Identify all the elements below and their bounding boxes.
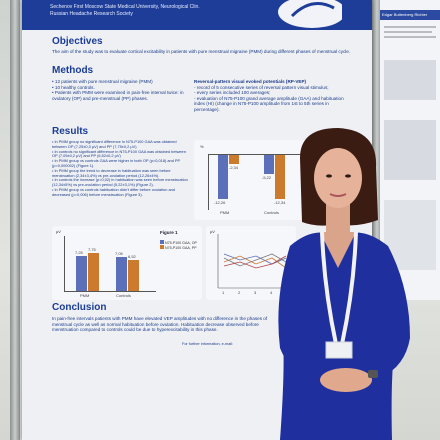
rpvep-title: Reversal-pattern visual evoked potential…	[194, 79, 307, 84]
figure-1-legend: N75-P100 GAA, OP N75-P100 GAA, PP	[160, 240, 200, 251]
rpvep-block: Reversal-pattern visual evoked potential…	[194, 79, 344, 113]
conclusion-text: In pain-free intervals patients with PMM…	[52, 316, 268, 333]
figure-2-bar-controls-op	[264, 155, 274, 174]
methods-list: • 12 patients with pure menstrual migrai…	[52, 79, 184, 101]
figure-3-tick: 2	[238, 290, 241, 295]
rpvep-item: - record of 5 consecutive series of reve…	[194, 84, 329, 90]
figure-3-tick: 4	[270, 290, 273, 295]
rpvep-item: - every series included 100 averages;	[194, 90, 271, 96]
figure-1-value-label: 6,52	[128, 254, 136, 259]
figure-2-panel: % -12,26 -2,34 -5,22 -12,34 PMM Controls	[194, 140, 314, 220]
figure-3-ylabel: µV	[210, 229, 215, 234]
conclusion-heading: Conclusion	[52, 302, 107, 313]
figure-2-value-label: -5,22	[262, 175, 272, 180]
figure-1-y-axis	[64, 236, 65, 291]
objectives-text: The aim of the study was to evaluate cor…	[52, 49, 351, 54]
results-item: • In PMM group the trend to decrease in …	[52, 167, 171, 178]
presenter-person	[278, 128, 410, 440]
figure-1-bar-pmm-op	[76, 256, 87, 291]
figure-1-value-label: 7,05	[115, 251, 123, 256]
figure-2-value-label: -12,34	[274, 200, 286, 205]
poster-footer: For further information, e-mail:	[182, 342, 234, 346]
figure-2-value-label: -12,26	[214, 200, 226, 205]
figure-1-bar-controls-op	[116, 257, 127, 291]
figure-1-group-label: Controls	[116, 293, 131, 298]
figure-1-title: Figure 1	[160, 230, 178, 235]
results-item: • In PMM group vs controls GAA were high…	[52, 158, 181, 168]
figure-3-plot	[217, 234, 292, 289]
figure-3-tick: 1	[222, 290, 225, 295]
results-item: • In PMM group no significant difference…	[52, 139, 177, 149]
figure-2-zero-line	[208, 154, 308, 155]
figure-2-bar-controls-pp	[275, 155, 285, 199]
figure-1-legend-item: N75-P100 GAA, OP	[160, 240, 200, 245]
neighbouring-poster-title: Edgar Buttenberg Richter	[382, 12, 428, 17]
objectives-heading: Objectives	[52, 36, 103, 47]
rpvep-item: - evaluation of N75-P100 grand average a…	[194, 95, 344, 112]
figure-1-bar-controls-pp	[128, 260, 139, 291]
figure-block	[384, 120, 436, 180]
figure-2-ylabel: %	[200, 144, 204, 149]
figure-1-panel: µV Figure 1 7,25 7,75 7,05 6,52 PMM Cont…	[52, 226, 202, 300]
figure-2-group-label: Controls	[264, 210, 279, 215]
poster-header-line: Russian Headache Research Society	[50, 11, 133, 17]
poster-header: Sechenov First Moscow State Medical Univ…	[22, 0, 372, 30]
poster-header-line: Sechenov First Moscow State Medical Univ…	[50, 4, 200, 10]
text-line	[384, 36, 436, 38]
figure-2-bar-pmm-op	[218, 155, 228, 199]
figure-1-group-label: PMM	[80, 293, 90, 298]
figure-1-value-label: 7,75	[88, 247, 96, 252]
figure-3-panel: µV 1 2 3 4 5	[206, 226, 296, 300]
methods-heading: Methods	[52, 65, 94, 76]
figure-2-group-label: PMM	[220, 210, 230, 215]
text-line	[384, 31, 432, 33]
figure-1-ylabel: µV	[56, 229, 61, 234]
methods-item: • Patients with PMM were examined in pai…	[52, 90, 184, 101]
results-list: • In PMM group no significant difference…	[52, 139, 192, 198]
figure-block	[384, 60, 436, 100]
text-line	[384, 26, 436, 28]
figure-1-bar-pmm-pp	[88, 253, 99, 291]
figure-1-legend-item: N75-P100 GAA, PP	[160, 245, 200, 250]
results-item: • In controls no significant difference …	[52, 148, 186, 159]
header-logo-swoosh	[278, 0, 342, 28]
figure-1-value-label: 7,25	[75, 250, 83, 255]
methods-item: • 12 patients with pure menstrual migrai…	[52, 79, 153, 84]
methods-item: • 10 healthy controls.	[52, 84, 95, 90]
results-heading: Results	[52, 126, 89, 137]
figure-2-y-axis	[208, 154, 209, 210]
results-item: • In PMM group vs controls habituation d…	[52, 186, 175, 197]
figure-3-tick: 3	[254, 290, 257, 295]
results-item: • In controls the increase (p=0,02) in h…	[52, 177, 188, 188]
figure-1-x-axis	[64, 291, 156, 292]
figure-2-bar-pmm-pp	[229, 155, 239, 164]
poster-stand-pole-left	[10, 0, 20, 440]
neighbouring-poster-header: Edgar Buttenberg Richter	[380, 10, 440, 20]
figure-2-value-label: -2,34	[229, 165, 239, 170]
